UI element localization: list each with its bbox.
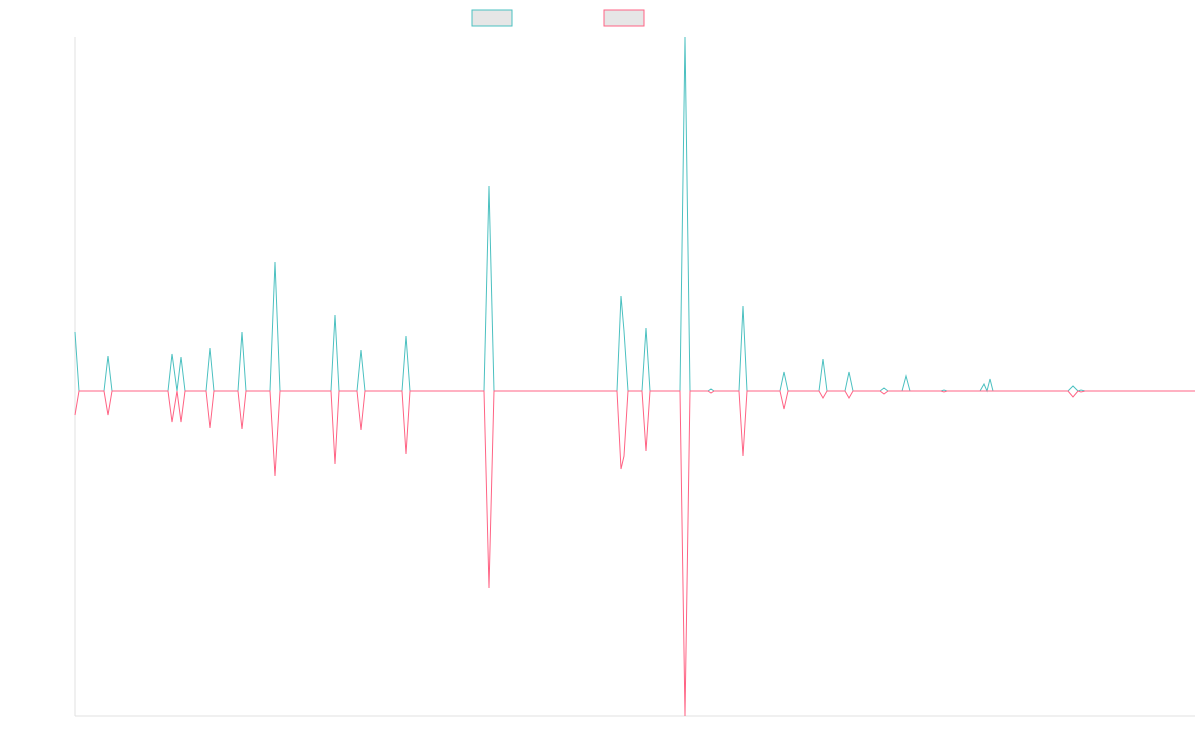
series-line [74, 390, 1195, 717]
series-line [74, 36, 1195, 393]
legend-swatch[interactable] [471, 9, 513, 27]
legend-swatch[interactable] [603, 9, 645, 27]
